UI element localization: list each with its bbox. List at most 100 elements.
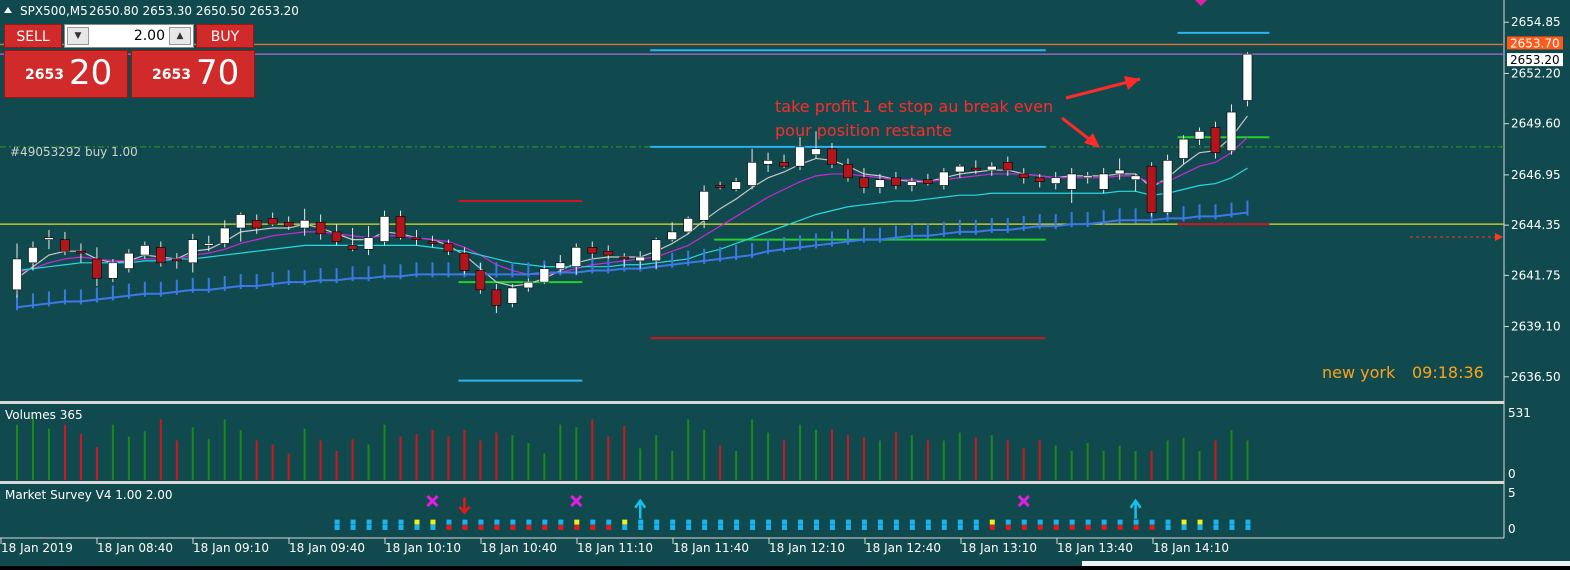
survey-dot-r1-48	[1101, 524, 1107, 530]
survey-dot-r1-43	[1021, 524, 1027, 530]
survey-dot-r1-20	[654, 524, 660, 530]
survey-dot-r0-38	[941, 519, 947, 525]
candle-body-45	[731, 181, 741, 190]
survey-dot-r0-15	[574, 519, 580, 525]
survey-dot-r1-18	[622, 524, 628, 530]
survey-dot-r1-23	[702, 524, 708, 530]
candle-body-38	[619, 256, 630, 260]
time-tick-label-7: 18 Jan 11:40	[673, 541, 749, 555]
candle-body-77	[1242, 53, 1253, 101]
price-tick-label-7: 2636.50	[1511, 370, 1561, 384]
candle-body-50	[811, 148, 821, 155]
candle-body-42	[683, 218, 693, 233]
survey-dot-r1-32	[845, 524, 851, 530]
survey-dot-r1-19	[638, 524, 644, 530]
sell-price-button[interactable]: 2653 20	[4, 50, 128, 98]
candle-body-71	[1146, 165, 1157, 213]
price-tag-label-1: 2653.20	[1510, 53, 1560, 67]
survey-dot-r0-6	[430, 519, 436, 525]
survey-dot-r1-26	[750, 524, 756, 530]
buy-button[interactable]: BUY	[196, 24, 254, 48]
candle-body-14	[235, 214, 246, 229]
survey-dot-r1-40	[973, 524, 979, 530]
survey-dot-r0-3	[382, 519, 388, 525]
candle-body-58	[939, 171, 949, 186]
annotation-line-2: pour position restante	[775, 121, 952, 140]
survey-dot-r1-13	[542, 524, 548, 530]
lot-size-value[interactable]: 2.00	[133, 28, 165, 44]
annotation-arrow-upper-head	[1124, 76, 1140, 90]
candle-body-10	[172, 258, 182, 262]
survey-dot-r0-42	[1005, 519, 1011, 525]
survey-dot-r0-25	[734, 519, 740, 525]
lot-decrease-icon[interactable]: ▼	[67, 27, 89, 45]
time-tick-label-1: 18 Jan 08:40	[97, 541, 173, 555]
annotation-line-1: take profit 1 et stop au break even	[775, 97, 1053, 116]
candle-body-0	[12, 258, 22, 291]
survey-dot-r1-3	[382, 524, 388, 530]
survey-dot-r1-53	[1181, 524, 1187, 530]
survey-dot-r0-57	[1245, 519, 1251, 525]
survey-dot-r0-22	[686, 519, 692, 525]
one-click-trade-panel: SELL ▼ 2.00 ▲ BUY 2653 20 2653 70	[4, 24, 255, 98]
sell-price-small: 2653	[25, 67, 64, 83]
candle-body-1	[28, 247, 38, 264]
candle-body-12	[203, 243, 214, 246]
survey-dot-r0-2	[366, 519, 372, 525]
survey-dot-r0-46	[1069, 519, 1075, 525]
collapse-triangle-icon[interactable]	[4, 7, 12, 13]
candle-body-46	[747, 162, 757, 186]
candle-body-28	[459, 252, 470, 271]
survey-dot-r0-48	[1101, 519, 1107, 525]
lot-increase-icon[interactable]: ▲	[169, 27, 191, 45]
survey-dot-r0-29	[798, 519, 804, 525]
candle-body-66	[1066, 173, 1077, 190]
time-tick-label-11: 18 Jan 13:40	[1057, 541, 1133, 555]
price-tick-label-6: 2639.10	[1511, 320, 1561, 334]
clock-city: new york	[1322, 363, 1396, 382]
survey-dot-r1-21	[670, 524, 676, 530]
survey-dot-r1-31	[829, 524, 835, 530]
survey-dot-r1-25	[734, 524, 740, 530]
price-tick-label-1: 2652.20	[1511, 66, 1561, 80]
survey-dot-r1-41	[989, 524, 995, 530]
survey-dot-r1-1	[350, 524, 356, 530]
candle-body-59	[955, 165, 965, 173]
survey-dot-r1-4	[398, 524, 404, 530]
candle-body-49	[795, 146, 805, 167]
survey-dot-r0-14	[558, 519, 564, 525]
survey-arrow-up-head-4	[634, 498, 647, 509]
sell-button[interactable]: SELL	[4, 24, 62, 48]
survey-arrow-up-icon-5	[1129, 498, 1142, 519]
candle-body-30	[491, 289, 502, 306]
candle-body-23	[379, 216, 390, 242]
survey-dot-r1-8	[462, 524, 468, 530]
candle-body-51	[827, 148, 837, 165]
survey-dot-r1-24	[718, 524, 724, 530]
lot-size-stepper[interactable]: ▼ 2.00 ▲	[64, 24, 194, 48]
survey-dot-r0-51	[1149, 519, 1155, 525]
survey-dot-r0-16	[590, 519, 596, 525]
candle-body-8	[140, 245, 150, 256]
price-tag-box-0	[1507, 36, 1563, 50]
survey-dot-r1-37	[925, 524, 931, 530]
time-tick-label-4: 18 Jan 10:10	[385, 541, 461, 555]
survey-dot-r0-21	[670, 519, 676, 525]
pane-separator-2	[0, 481, 1504, 484]
time-tick-label-0: 18 Jan 2019	[1, 541, 73, 555]
moving-average-2	[16, 167, 1248, 272]
survey-dot-r0-28	[782, 519, 788, 525]
survey-arrow-up-head-5	[1129, 498, 1142, 509]
survey-dot-r0-35	[893, 519, 899, 525]
candle-body-21	[347, 245, 358, 250]
buy-price-button[interactable]: 2653 70	[131, 50, 255, 98]
sell-price-big: 20	[69, 53, 113, 93]
survey-dot-r0-24	[718, 519, 724, 525]
candle-body-52	[843, 163, 853, 179]
survey-dot-r0-52	[1165, 519, 1171, 525]
candle-body-61	[986, 165, 997, 171]
time-tick-label-12: 18 Jan 14:10	[1153, 541, 1229, 555]
candle-body-22	[363, 237, 374, 250]
survey-dot-r0-39	[957, 519, 963, 525]
